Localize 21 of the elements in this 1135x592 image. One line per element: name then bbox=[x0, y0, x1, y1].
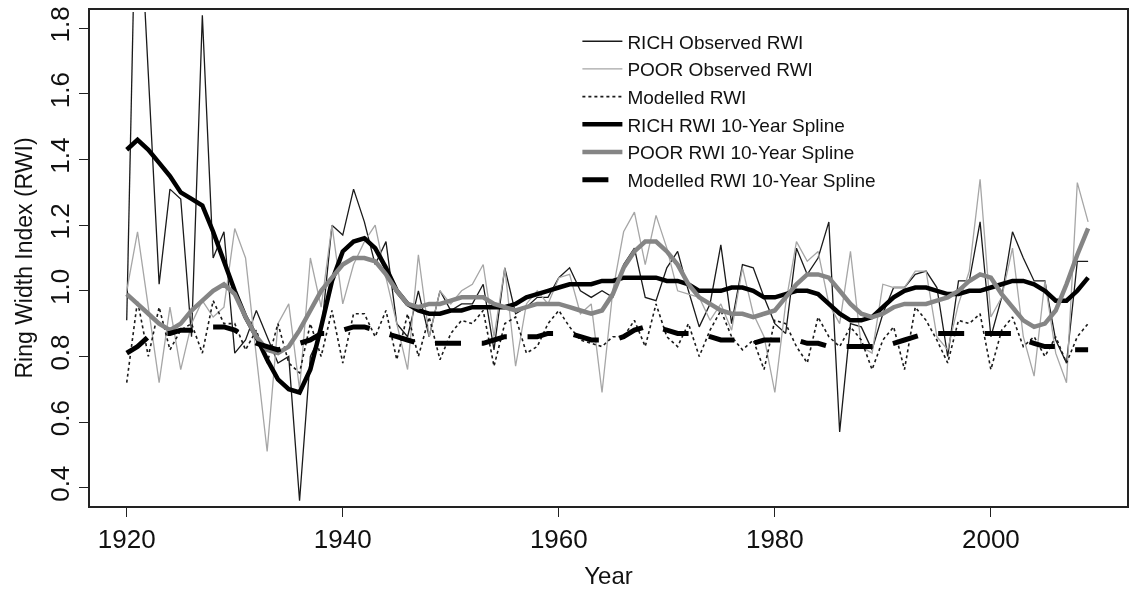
x-axis-title: Year bbox=[584, 561, 633, 589]
y-axis-title: Ring Width Index (RWI) bbox=[10, 137, 37, 379]
legend-label: Modelled RWI 10-Year Spline bbox=[627, 170, 876, 192]
y-tick-label: 0.4 bbox=[44, 465, 75, 502]
x-tick-label: 1940 bbox=[313, 523, 372, 554]
y-tick-label: 0.6 bbox=[44, 400, 75, 437]
legend-label: RICH Observed RWI bbox=[627, 31, 804, 53]
y-tick-label: 1.6 bbox=[44, 72, 75, 109]
x-tick-label: 1980 bbox=[745, 523, 804, 554]
y-tick-label: 0.8 bbox=[44, 334, 75, 371]
legend-label: POOR Observed RWI bbox=[627, 59, 813, 81]
y-tick-label: 1.2 bbox=[44, 203, 75, 240]
y-tick-label: 1.0 bbox=[44, 268, 75, 305]
x-tick-label: 1960 bbox=[529, 523, 588, 554]
legend-label: RICH RWI 10-Year Spline bbox=[627, 114, 845, 136]
x-tick-label: 1920 bbox=[97, 523, 156, 554]
y-tick-label: 1.4 bbox=[44, 137, 75, 174]
legend-label: Modelled RWI bbox=[627, 87, 747, 109]
legend-label: POOR RWI 10-Year Spline bbox=[627, 142, 855, 164]
x-tick-label: 2000 bbox=[961, 523, 1020, 554]
y-tick-label: 1.8 bbox=[44, 6, 75, 43]
